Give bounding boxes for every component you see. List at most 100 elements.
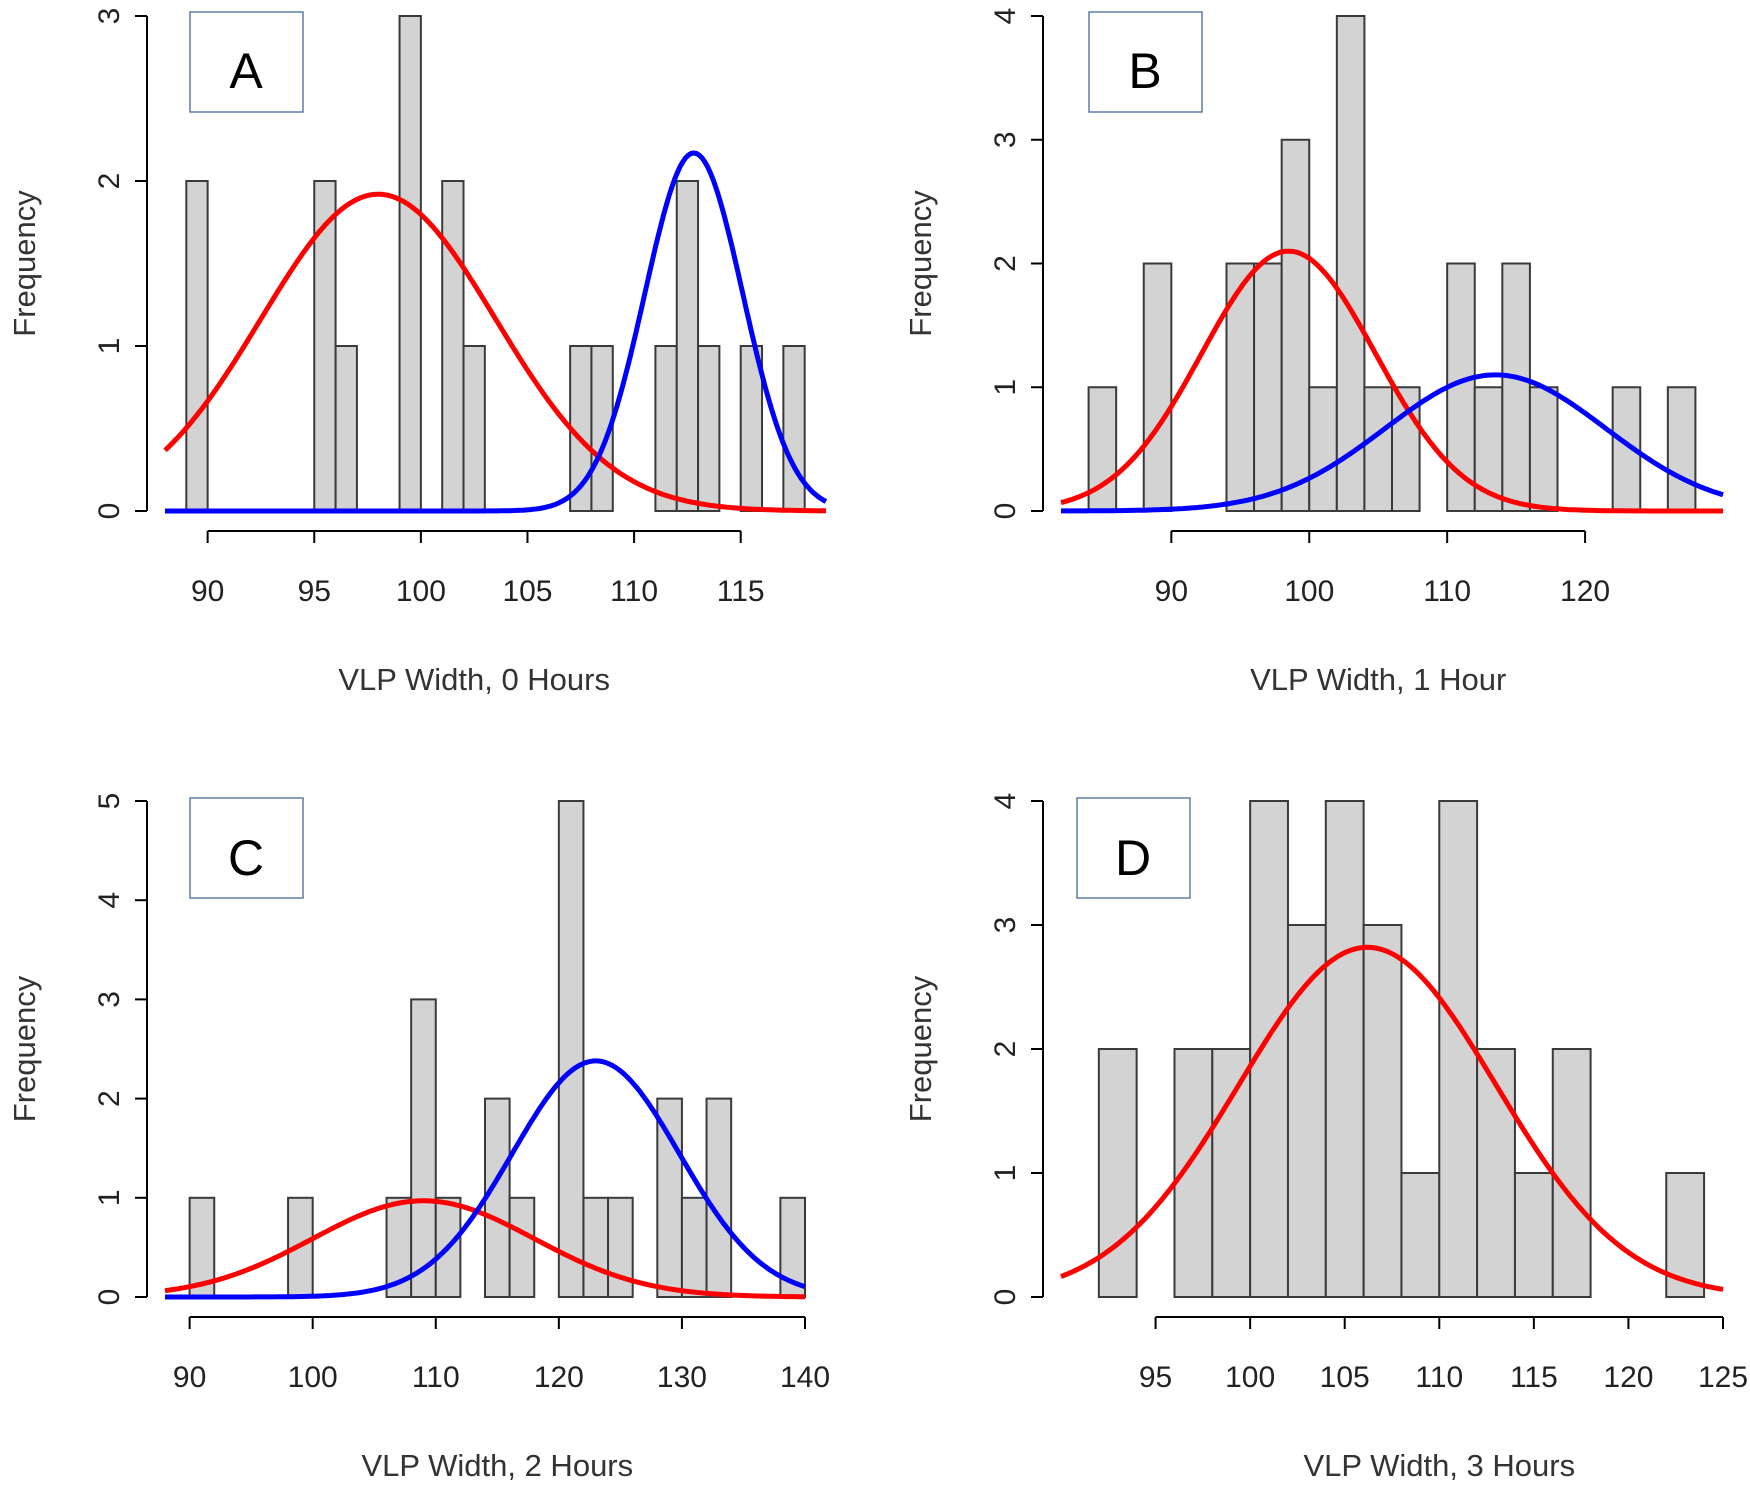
y-tick-label: 0 <box>989 1289 1022 1306</box>
y-tick-label: 1 <box>93 1189 126 1206</box>
histogram-bar <box>484 1097 511 1298</box>
y-tick-label: 2 <box>989 255 1022 272</box>
histogram-bar <box>782 345 806 512</box>
histogram-bar <box>185 180 209 512</box>
x-axis-title: VLP Width, 3 Hours <box>1303 1448 1575 1483</box>
histogram-bar <box>582 1196 610 1299</box>
y-tick-label: 4 <box>989 793 1022 810</box>
panel-label-box <box>189 797 304 899</box>
y-tick-label: 3 <box>93 991 126 1008</box>
x-tick-label: 105 <box>502 575 552 608</box>
histogram-bar <box>1142 262 1173 512</box>
y-axis-title: Frequency <box>903 190 938 337</box>
panel-label-box <box>1076 797 1191 899</box>
x-tick-label: 110 <box>610 575 658 608</box>
y-tick-label: 2 <box>93 173 126 190</box>
histogram-bar <box>1211 1048 1252 1298</box>
histogram-bar <box>1362 924 1403 1298</box>
x-tick-label: 90 <box>173 1361 206 1394</box>
x-tick-label: 110 <box>1415 1361 1463 1394</box>
x-tick-label: 90 <box>191 575 224 608</box>
histogram-bar <box>334 345 358 512</box>
histogram-bar <box>656 1097 683 1298</box>
y-tick-label: 4 <box>93 892 126 909</box>
histogram-bar <box>1551 1048 1592 1298</box>
x-tick-label: 130 <box>657 1361 707 1394</box>
panel-label: C <box>228 830 264 886</box>
y-axis-title: Frequency <box>7 190 42 337</box>
histogram-bar <box>1280 138 1311 512</box>
panel-label: B <box>1128 43 1161 99</box>
histogram-bar <box>1324 800 1365 1298</box>
histogram-bar <box>1249 800 1289 1298</box>
histogram-bar <box>1253 262 1283 512</box>
x-tick-label: 100 <box>1284 575 1334 608</box>
histogram-bar <box>680 1196 708 1299</box>
y-tick-label: 3 <box>93 8 126 25</box>
y-tick-label: 2 <box>989 1041 1022 1058</box>
chart-panel-a: 90 95 100 105 110 115 0 1 2 3 VLP Width, 0 Hours Fr… <box>7 8 828 697</box>
x-tick-label: 110 <box>1423 575 1471 608</box>
panel-label-box <box>1088 11 1203 113</box>
x-axis-title: VLP Width, 2 Hours <box>361 1448 633 1483</box>
histogram-bar <box>1513 1172 1554 1298</box>
chart-panel-c: 90 100 110 120 130 140 0 1 2 3 4 5 VLP Width, 2 Hour… <box>7 793 830 1483</box>
histogram-bar <box>508 1196 536 1299</box>
histogram-bar <box>1400 1172 1441 1298</box>
x-tick-label: 95 <box>1139 1361 1172 1394</box>
blue-density-curve <box>165 1058 806 1300</box>
x-tick-label: 110 <box>412 1361 460 1394</box>
x-tick-label: 125 <box>1698 1361 1748 1394</box>
histogram-bar <box>705 1097 733 1298</box>
histogram-bar <box>1097 1048 1138 1298</box>
panel-label: A <box>229 43 263 99</box>
x-tick-label: 95 <box>298 575 331 608</box>
red-density-curve <box>163 191 826 514</box>
y-axis-title: Frequency <box>7 975 42 1122</box>
histogram-bar <box>557 800 585 1298</box>
histogram-bar <box>654 345 678 512</box>
x-tick-label: 100 <box>288 1361 338 1394</box>
x-tick-label: 120 <box>1560 575 1610 608</box>
x-tick-label: 115 <box>717 575 765 608</box>
y-tick-label: 1 <box>93 338 126 355</box>
histogram-bar <box>1308 386 1338 512</box>
histogram-bar <box>410 998 437 1299</box>
blue-density-curve <box>1061 372 1724 514</box>
histogram-bar <box>1501 262 1531 512</box>
y-tick-label: 0 <box>989 503 1022 520</box>
histogram-bar <box>1528 386 1559 512</box>
x-tick-label: 140 <box>780 1361 830 1394</box>
y-tick-label: 3 <box>989 131 1022 148</box>
panel-label-box <box>189 11 304 113</box>
red-density-curve <box>1060 944 1724 1292</box>
histogram-bar <box>675 180 700 512</box>
x-axis-title: VLP Width, 0 Hours <box>338 662 610 697</box>
y-tick-label: 2 <box>93 1090 126 1107</box>
x-axis-title: VLP Width, 1 Hour <box>1250 662 1506 697</box>
histogram-bar <box>462 345 486 512</box>
y-tick-label: 3 <box>989 917 1022 934</box>
y-tick-label: 0 <box>93 503 126 520</box>
histogram-bar <box>697 345 721 512</box>
chart-panel-d: 95 100 105 110 115 120 125 0 1 2 3 4 VLP Width, 3 Ho… <box>903 793 1748 1483</box>
histogram-bar <box>590 345 614 512</box>
histogram-bar <box>1363 386 1393 512</box>
chart-panel-b: 90 100 110 120 0 1 2 3 4 VLP Width, 1 Hour Frequen… <box>903 8 1724 697</box>
x-tick-label: 105 <box>1320 1361 1370 1394</box>
red-density-curve <box>1060 248 1723 514</box>
panel-label: D <box>1115 830 1151 886</box>
x-tick-label: 100 <box>396 575 446 608</box>
histogram-bar <box>1438 800 1479 1298</box>
x-tick-label: 115 <box>1510 1361 1558 1394</box>
x-tick-label: 120 <box>534 1361 584 1394</box>
x-tick-label: 90 <box>1155 575 1188 608</box>
x-tick-label: 100 <box>1225 1361 1275 1394</box>
y-tick-label: 5 <box>93 793 126 810</box>
x-tick-label: 120 <box>1603 1361 1653 1394</box>
histogram-bar <box>1666 386 1697 512</box>
y-tick-label: 0 <box>93 1289 126 1306</box>
histogram-bar <box>441 180 465 512</box>
blue-density-curve <box>165 150 828 514</box>
